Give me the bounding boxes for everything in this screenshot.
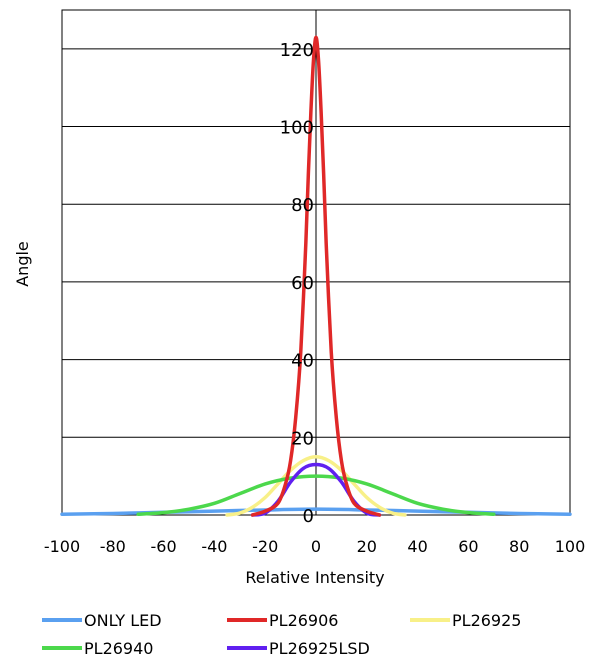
x-tick-label--100: -100 bbox=[44, 537, 80, 556]
x-tick-label-100: 100 bbox=[555, 537, 586, 556]
legend-label-pl26925lsd: PL26925LSD bbox=[269, 639, 370, 658]
legend-label-pl26925: PL26925 bbox=[452, 611, 521, 630]
series-line-pl26925 bbox=[225, 454, 407, 517]
y-tick-label-80: 80 bbox=[291, 195, 314, 216]
y-tick-label-20: 20 bbox=[291, 428, 314, 449]
y-tick-label-40: 40 bbox=[291, 351, 314, 372]
x-tick-label-20: 20 bbox=[357, 537, 377, 556]
series-line-pl26906 bbox=[250, 35, 382, 517]
x-tick-label-0: 0 bbox=[311, 537, 321, 556]
legend-label-pl26940: PL26940 bbox=[84, 639, 153, 658]
legend-label-only-led: ONLY LED bbox=[84, 611, 162, 630]
tick-layer: 0 20 40 60 80 100 120 -100 -80 -60 -40 -20 0 20 40 60 80… bbox=[44, 40, 585, 556]
x-axis-title: Relative Intensity bbox=[245, 568, 384, 587]
x-tick-label-80: 80 bbox=[509, 537, 529, 556]
x-tick-label-40: 40 bbox=[407, 537, 427, 556]
x-tick-label--80: -80 bbox=[100, 537, 126, 556]
series-layer bbox=[60, 35, 572, 517]
y-tick-label-120: 120 bbox=[280, 40, 314, 61]
x-tick-label--60: -60 bbox=[151, 537, 177, 556]
y-tick-label-60: 60 bbox=[291, 273, 314, 294]
y-tick-label-100: 100 bbox=[280, 118, 314, 139]
series-line-pl26940 bbox=[136, 474, 496, 516]
y-axis-title: Angle bbox=[13, 241, 32, 287]
legend-label-pl26906: PL26906 bbox=[269, 611, 338, 630]
x-tick-label--20: -20 bbox=[252, 537, 278, 556]
x-tick-label-60: 60 bbox=[458, 537, 478, 556]
y-tick-label-0: 0 bbox=[303, 506, 314, 527]
legend: ONLY LED PL26906 PL26925 PL26940 PL26925LSD bbox=[42, 611, 521, 658]
x-tick-label--40: -40 bbox=[201, 537, 227, 556]
axis-layer bbox=[61, 9, 571, 516]
